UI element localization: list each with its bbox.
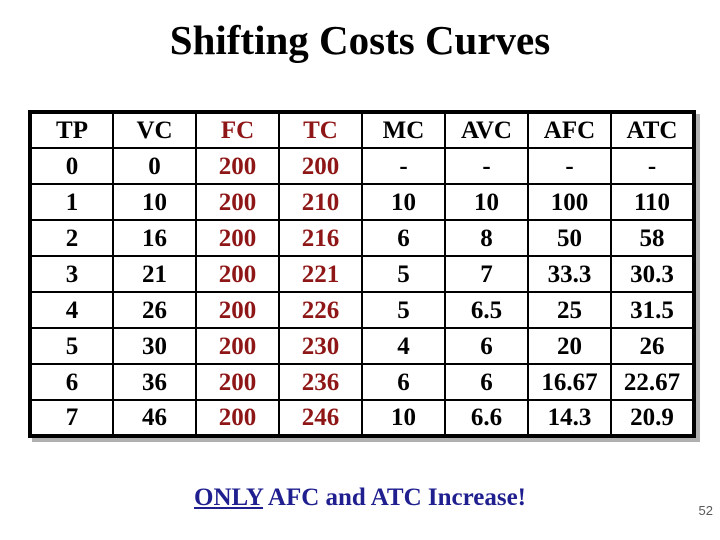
cell-avc-row1: 10 bbox=[444, 183, 529, 221]
column-header-fc: FC bbox=[195, 111, 280, 149]
cost-table: TP VC FC TC MC AVC AFC ATC 0 0 200 200- - - -1 10 200 210… bbox=[28, 110, 696, 438]
cell-avc-row0: - bbox=[444, 147, 529, 185]
cell-atc-row0: - bbox=[610, 147, 695, 185]
cell-tc-row4: 226 bbox=[278, 291, 363, 329]
cell-tc-row5: 230 bbox=[278, 327, 363, 365]
cell-afc-row7: 14.3 bbox=[527, 399, 612, 437]
cell-mc-row3: 5 bbox=[361, 255, 446, 293]
table-row: 4 26 200 226 5 6.5 25 31.5 bbox=[29, 291, 695, 329]
cell-avc-row7: 6.6 bbox=[444, 399, 529, 437]
caption: ONLY AFC and ATC Increase! bbox=[0, 484, 720, 512]
cell-tc-row1: 210 bbox=[278, 183, 363, 221]
cell-vc-row2: 16 bbox=[112, 219, 197, 257]
cell-mc-row1: 10 bbox=[361, 183, 446, 221]
table-row: 0 0 200 200- - - - bbox=[29, 147, 695, 185]
cell-vc-row6: 36 bbox=[112, 363, 197, 401]
cell-afc-row6: 16.67 bbox=[527, 363, 612, 401]
cell-mc-row7: 10 bbox=[361, 399, 446, 437]
cell-atc-row2: 58 bbox=[610, 219, 695, 257]
cell-afc-row0: - bbox=[527, 147, 612, 185]
cell-fc-row0: 200 bbox=[195, 147, 280, 185]
cell-afc-row4: 25 bbox=[527, 291, 612, 329]
table-row: 2 16 200 216 6 8 50 58 bbox=[29, 219, 695, 257]
column-header-vc: VC bbox=[112, 111, 197, 149]
cell-atc-row4: 31.5 bbox=[610, 291, 695, 329]
cell-tc-row6: 236 bbox=[278, 363, 363, 401]
cell-tc-row2: 216 bbox=[278, 219, 363, 257]
cell-tp-row3: 3 bbox=[29, 255, 114, 293]
cell-atc-row6: 22.67 bbox=[610, 363, 695, 401]
cell-tc-row3: 221 bbox=[278, 255, 363, 293]
cell-vc-row1: 10 bbox=[112, 183, 197, 221]
cell-tp-row0: 0 bbox=[29, 147, 114, 185]
cell-mc-row5: 4 bbox=[361, 327, 446, 365]
cell-vc-row0: 0 bbox=[112, 147, 197, 185]
column-header-avc: AVC bbox=[444, 111, 529, 149]
caption-rest-text: AFC and ATC Increase! bbox=[263, 484, 526, 511]
cell-mc-row2: 6 bbox=[361, 219, 446, 257]
table-row: 3 21 200 221 5 7 33.3 30.3 bbox=[29, 255, 695, 293]
table-row: 1 10 200 210 10 10 100 110 bbox=[29, 183, 695, 221]
cell-atc-row5: 26 bbox=[610, 327, 695, 365]
cell-tp-row5: 5 bbox=[29, 327, 114, 365]
cell-tc-row7: 246 bbox=[278, 399, 363, 437]
cell-fc-row1: 200 bbox=[195, 183, 280, 221]
cell-tp-row6: 6 bbox=[29, 363, 114, 401]
cell-afc-row5: 20 bbox=[527, 327, 612, 365]
cell-tp-row4: 4 bbox=[29, 291, 114, 329]
cell-vc-row7: 46 bbox=[112, 399, 197, 437]
cell-fc-row5: 200 bbox=[195, 327, 280, 365]
table-row: 5 30 200 230 4 6 20 26 bbox=[29, 327, 695, 365]
column-header-afc: AFC bbox=[527, 111, 612, 149]
header-row: TP VC FC TC MC AVC AFC ATC bbox=[29, 111, 695, 149]
column-header-mc: MC bbox=[361, 111, 446, 149]
cell-atc-row1: 110 bbox=[610, 183, 695, 221]
cell-avc-row3: 7 bbox=[444, 255, 529, 293]
cell-avc-row4: 6.5 bbox=[444, 291, 529, 329]
cell-afc-row1: 100 bbox=[527, 183, 612, 221]
cell-mc-row0: - bbox=[361, 147, 446, 185]
cell-avc-row6: 6 bbox=[444, 363, 529, 401]
cell-fc-row7: 200 bbox=[195, 399, 280, 437]
cell-tp-row2: 2 bbox=[29, 219, 114, 257]
cell-mc-row6: 6 bbox=[361, 363, 446, 401]
page-number: 52 bbox=[698, 503, 713, 518]
cell-fc-row3: 200 bbox=[195, 255, 280, 293]
table-row: 6 36 200 236 6 6 16.67 22.67 bbox=[29, 363, 695, 401]
column-header-tc: TC bbox=[278, 111, 363, 149]
cell-afc-row3: 33.3 bbox=[527, 255, 612, 293]
column-header-atc: ATC bbox=[610, 111, 695, 149]
slide-title: Shifting Costs Curves bbox=[169, 17, 551, 63]
cell-avc-row5: 6 bbox=[444, 327, 529, 365]
cell-vc-row4: 26 bbox=[112, 291, 197, 329]
cell-tp-row7: 7 bbox=[29, 399, 114, 437]
cell-tc-row0: 200 bbox=[278, 147, 363, 185]
cell-atc-row3: 30.3 bbox=[610, 255, 695, 293]
cell-atc-row7: 20.9 bbox=[610, 399, 695, 437]
cell-afc-row2: 50 bbox=[527, 219, 612, 257]
cell-vc-row3: 21 bbox=[112, 255, 197, 293]
cell-fc-row6: 200 bbox=[195, 363, 280, 401]
cell-tp-row1: 1 bbox=[29, 183, 114, 221]
column-header-tp: TP bbox=[29, 111, 114, 149]
cell-avc-row2: 8 bbox=[444, 219, 529, 257]
cell-vc-row5: 30 bbox=[112, 327, 197, 365]
cell-fc-row2: 200 bbox=[195, 219, 280, 257]
table-row: 7 46 200 246 10 6.6 14.3 20.9 bbox=[29, 399, 695, 437]
cell-fc-row4: 200 bbox=[195, 291, 280, 329]
caption-underlined-text: ONLY bbox=[194, 484, 264, 511]
cell-mc-row4: 5 bbox=[361, 291, 446, 329]
